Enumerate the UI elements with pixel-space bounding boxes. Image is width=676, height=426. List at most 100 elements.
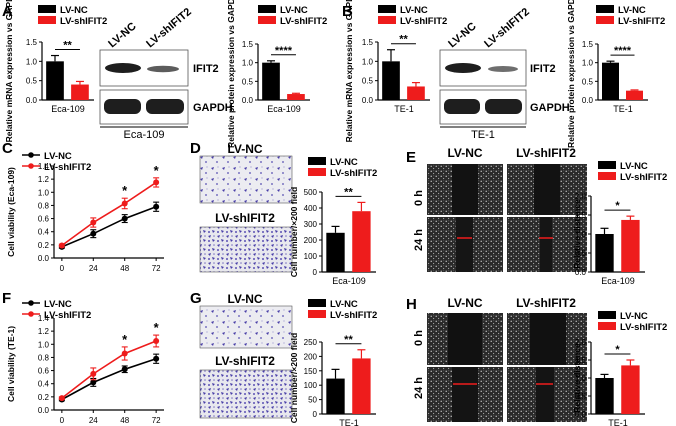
bar-nc	[595, 378, 614, 414]
y-tick-label: 1.4	[38, 314, 50, 323]
legend-label-sh: LV-shIFIT2	[618, 16, 665, 27]
legend-marker-nc	[28, 152, 34, 158]
legend-label-nc: LV-NC	[280, 5, 308, 16]
y-tick-label: 1.0	[38, 188, 50, 197]
y-tick-label: 100	[304, 381, 318, 390]
y-tick-label: 0.0	[242, 96, 254, 105]
wound-gap	[536, 367, 554, 422]
y-tick-label: 0.5	[575, 392, 587, 401]
legend-swatch-nc	[258, 5, 276, 13]
transwell-image-sh	[199, 369, 293, 419]
y-tick-label: 400	[304, 204, 318, 213]
significance-star: *	[154, 163, 160, 178]
data-point-sh	[121, 200, 128, 207]
legend-label-nc: LV-NC	[618, 5, 646, 16]
data-point-sh	[58, 242, 65, 249]
y-tick-label: 0.0	[582, 96, 594, 105]
y-axis-label: Relative distance	[572, 199, 582, 269]
y-tick-label: 0.5	[362, 77, 374, 86]
y-tick-label: 0.8	[38, 353, 50, 362]
y-tick-label: 0.4	[38, 228, 50, 237]
series-line-nc	[61, 205, 157, 248]
legend-marker-sh	[28, 163, 34, 169]
wound-gap	[452, 164, 478, 215]
data-point-sh	[121, 350, 128, 357]
significance-label: ****	[614, 45, 632, 57]
legend-label-sh: LV-shIFIT2	[330, 310, 377, 321]
data-point-sh	[58, 395, 65, 402]
y-tick-label: 1.0	[38, 340, 50, 349]
y-axis-label: Cell number/×200 field	[289, 187, 299, 277]
blot-cell-line-label: Eca-109	[124, 129, 165, 141]
blot-band-gapdh-sh	[146, 99, 184, 114]
x-axis-label: TE-1	[339, 418, 359, 426]
image-label-sh: LV-shIFIT2	[516, 296, 576, 310]
y-tick-label: 1.4	[38, 162, 50, 171]
y-tick-label: 500	[304, 188, 318, 197]
bar-nc	[262, 62, 280, 100]
timepoint-0h: 0 h	[413, 330, 425, 346]
legend-swatch-sh	[38, 16, 56, 24]
significance-label: **	[344, 334, 353, 346]
image-label-nc: LV-NC	[447, 296, 482, 310]
legend-label-nc: LV-NC	[44, 299, 72, 310]
y-tick-label: 200	[304, 236, 318, 245]
y-tick-label: 0.5	[575, 249, 587, 258]
y-tick-label: 1.0	[242, 59, 254, 68]
data-point-sh	[90, 370, 97, 377]
y-tick-label: 1.5	[242, 40, 254, 49]
y-tick-label: 0.2	[38, 241, 50, 250]
y-tick-label: 0.8	[38, 201, 50, 210]
bar-sh	[352, 211, 371, 272]
x-axis-label: Eca-109	[601, 276, 635, 286]
y-tick-label: 1.0	[26, 57, 38, 66]
series-line-sh	[61, 340, 157, 399]
blot-band-gapdh-sh	[485, 99, 522, 114]
image-label-sh: LV-shIFIT2	[516, 146, 576, 160]
y-tick-label: 0.6	[38, 215, 50, 224]
legend-label-nc: LV-NC	[620, 311, 648, 322]
wound-healing-eca109: LV-NC LV-shIFIT2 0 h 24 h	[413, 146, 587, 272]
legend-swatch-nc	[378, 5, 396, 13]
y-tick-label: 250	[304, 338, 318, 347]
legend-label-nc: LV-NC	[620, 161, 648, 172]
legend-swatch-sh	[258, 16, 276, 24]
blot-band-ifit2-sh	[147, 65, 179, 73]
blot-label-gapdh: GAPDH	[193, 102, 233, 114]
blot-band-ifit2-nc	[445, 63, 481, 73]
transwell-images-te1: LV-NC LV-shIFIT2	[199, 292, 293, 419]
timepoint-24h: 24 h	[413, 229, 425, 251]
legend-swatch-sh	[598, 172, 616, 180]
blot-lane-label-sh: LV-shIFIT2	[482, 6, 532, 50]
blot-lane-label-sh: LV-shIFIT2	[144, 6, 194, 50]
image-label-sh: LV-shIFIT2	[215, 354, 275, 368]
wound-gap	[456, 217, 473, 272]
bar-nc	[382, 61, 400, 100]
legend-label-sh: LV-shIFIT2	[60, 16, 107, 27]
y-tick-label: 300	[304, 220, 318, 229]
x-tick-label: 48	[120, 264, 129, 273]
x-tick-label: 24	[89, 416, 98, 425]
legend-label-sh: LV-shIFIT2	[44, 310, 91, 321]
x-tick-label: 48	[120, 416, 129, 425]
x-tick-label: 72	[152, 416, 161, 425]
blot-label-ifit2: IFIT2	[193, 63, 219, 75]
data-point-sh	[90, 219, 97, 226]
wound-gap	[448, 313, 482, 365]
x-axis-label: TE-1	[394, 104, 414, 114]
legend-swatch-sh	[308, 168, 326, 176]
legend-marker-sh	[28, 311, 34, 317]
wound-gap	[452, 367, 478, 422]
legend-marker-nc	[28, 300, 34, 306]
y-tick-label: 150	[304, 367, 318, 376]
y-tick-label: 0.2	[38, 393, 50, 402]
blot-band-gapdh-nc	[104, 99, 141, 114]
y-tick-label: 0	[313, 268, 318, 277]
blot-lane-label-nc: LV-NC	[106, 20, 138, 50]
panel-letter-c: C	[2, 140, 13, 157]
